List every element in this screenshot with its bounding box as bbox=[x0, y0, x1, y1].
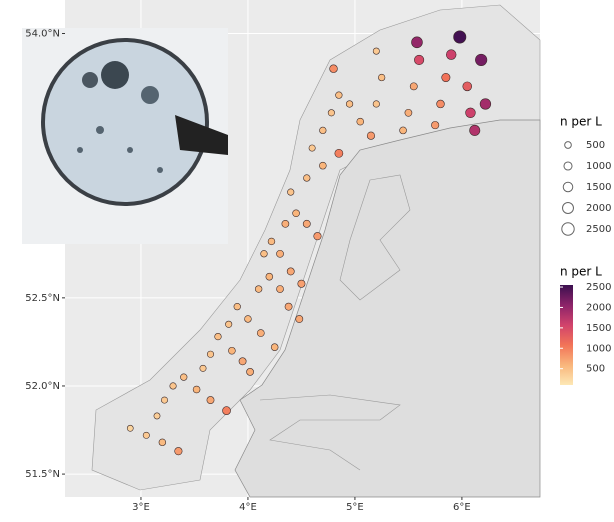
size-legend-key bbox=[564, 162, 572, 170]
sample-point bbox=[268, 238, 275, 245]
sample-point bbox=[367, 132, 375, 140]
sample-point bbox=[266, 273, 273, 280]
sample-point bbox=[431, 121, 439, 129]
sample-point bbox=[303, 220, 310, 227]
sample-point bbox=[154, 413, 160, 419]
size-legend-key bbox=[563, 182, 573, 192]
sample-point bbox=[336, 92, 343, 99]
size-legend-key bbox=[565, 142, 572, 149]
sample-point bbox=[437, 100, 445, 108]
sample-point bbox=[287, 189, 293, 195]
x-tick-label: 5°E bbox=[346, 502, 364, 513]
sample-point bbox=[200, 365, 206, 371]
size-legend-label: 2500 bbox=[586, 224, 611, 235]
sample-point bbox=[247, 368, 254, 375]
sample-point bbox=[170, 383, 176, 389]
sample-point bbox=[223, 407, 231, 415]
sample-point bbox=[282, 220, 289, 227]
sample-point bbox=[314, 232, 322, 240]
sample-point bbox=[405, 109, 412, 116]
sample-point bbox=[373, 101, 379, 107]
size-legend-title: n per L bbox=[560, 115, 602, 129]
sample-point bbox=[298, 280, 305, 287]
size-legend-label: 500 bbox=[586, 140, 605, 151]
size-legend-label: 2000 bbox=[586, 203, 611, 214]
sample-point bbox=[207, 396, 214, 403]
sample-point bbox=[287, 268, 294, 275]
map-chart: n per L n per L 500 1000 1500 2000 2500 500 10… bbox=[0, 0, 614, 518]
sample-point bbox=[330, 65, 338, 73]
sample-point bbox=[255, 286, 262, 293]
colorbar-label: 1500 bbox=[586, 323, 611, 334]
y-tick-label: 52.5°N bbox=[25, 293, 60, 304]
x-tick-label: 3°E bbox=[132, 502, 150, 513]
sample-point bbox=[466, 108, 476, 118]
sample-point bbox=[180, 374, 187, 381]
sample-point bbox=[293, 210, 300, 217]
size-legend-label: 1500 bbox=[586, 182, 611, 193]
size-legend-key bbox=[562, 223, 574, 235]
sample-point bbox=[328, 110, 334, 116]
colorbar bbox=[560, 285, 573, 385]
sample-point bbox=[127, 425, 133, 431]
sample-point bbox=[446, 50, 456, 60]
size-legend-key bbox=[563, 203, 574, 214]
sample-point bbox=[454, 31, 466, 43]
sample-point bbox=[463, 82, 472, 91]
sample-point bbox=[261, 250, 268, 257]
sample-point bbox=[410, 83, 417, 90]
sample-point bbox=[309, 145, 315, 151]
sample-point bbox=[400, 127, 407, 134]
sample-point bbox=[285, 303, 292, 310]
sample-point bbox=[193, 386, 200, 393]
sample-point bbox=[215, 333, 222, 340]
sample-point bbox=[207, 351, 213, 357]
inset-photo bbox=[22, 28, 228, 244]
sample-point bbox=[475, 54, 487, 66]
x-tick-label: 6°E bbox=[453, 502, 471, 513]
sample-point bbox=[442, 73, 450, 81]
y-tick-label: 51.5°N bbox=[25, 469, 60, 480]
colorbar-label: 1000 bbox=[586, 343, 611, 354]
sample-point bbox=[303, 175, 310, 182]
size-legend-label: 1000 bbox=[586, 161, 611, 172]
sample-point bbox=[276, 285, 283, 292]
y-tick-label: 54.0°N bbox=[25, 28, 60, 39]
sample-point bbox=[257, 330, 264, 337]
colorbar-label: 2000 bbox=[586, 302, 611, 313]
sample-point bbox=[296, 315, 303, 322]
sample-point bbox=[159, 439, 166, 446]
sample-point bbox=[346, 101, 353, 108]
sample-point bbox=[239, 358, 246, 365]
sample-point bbox=[378, 74, 385, 81]
color-legend-title: n per L bbox=[560, 265, 602, 279]
sample-point bbox=[470, 125, 480, 135]
sample-point bbox=[480, 99, 491, 110]
colorbar-label: 2500 bbox=[586, 282, 611, 293]
sample-point bbox=[357, 118, 364, 125]
sample-point bbox=[335, 149, 343, 157]
sample-point bbox=[225, 321, 231, 327]
sample-point bbox=[373, 48, 379, 54]
sample-point bbox=[245, 316, 252, 323]
x-tick-label: 4°E bbox=[239, 502, 257, 513]
sample-point bbox=[271, 344, 278, 351]
sample-point bbox=[161, 397, 167, 403]
sample-point bbox=[411, 37, 422, 48]
y-tick-label: 52.0°N bbox=[25, 381, 60, 392]
sample-point bbox=[319, 162, 326, 169]
sample-point bbox=[143, 432, 149, 438]
sample-point bbox=[228, 347, 235, 354]
sample-point bbox=[276, 250, 283, 257]
sample-point bbox=[320, 127, 327, 134]
colorbar-label: 500 bbox=[586, 364, 605, 375]
sample-point bbox=[175, 447, 183, 455]
sample-point bbox=[234, 303, 241, 310]
sample-point bbox=[414, 55, 424, 65]
